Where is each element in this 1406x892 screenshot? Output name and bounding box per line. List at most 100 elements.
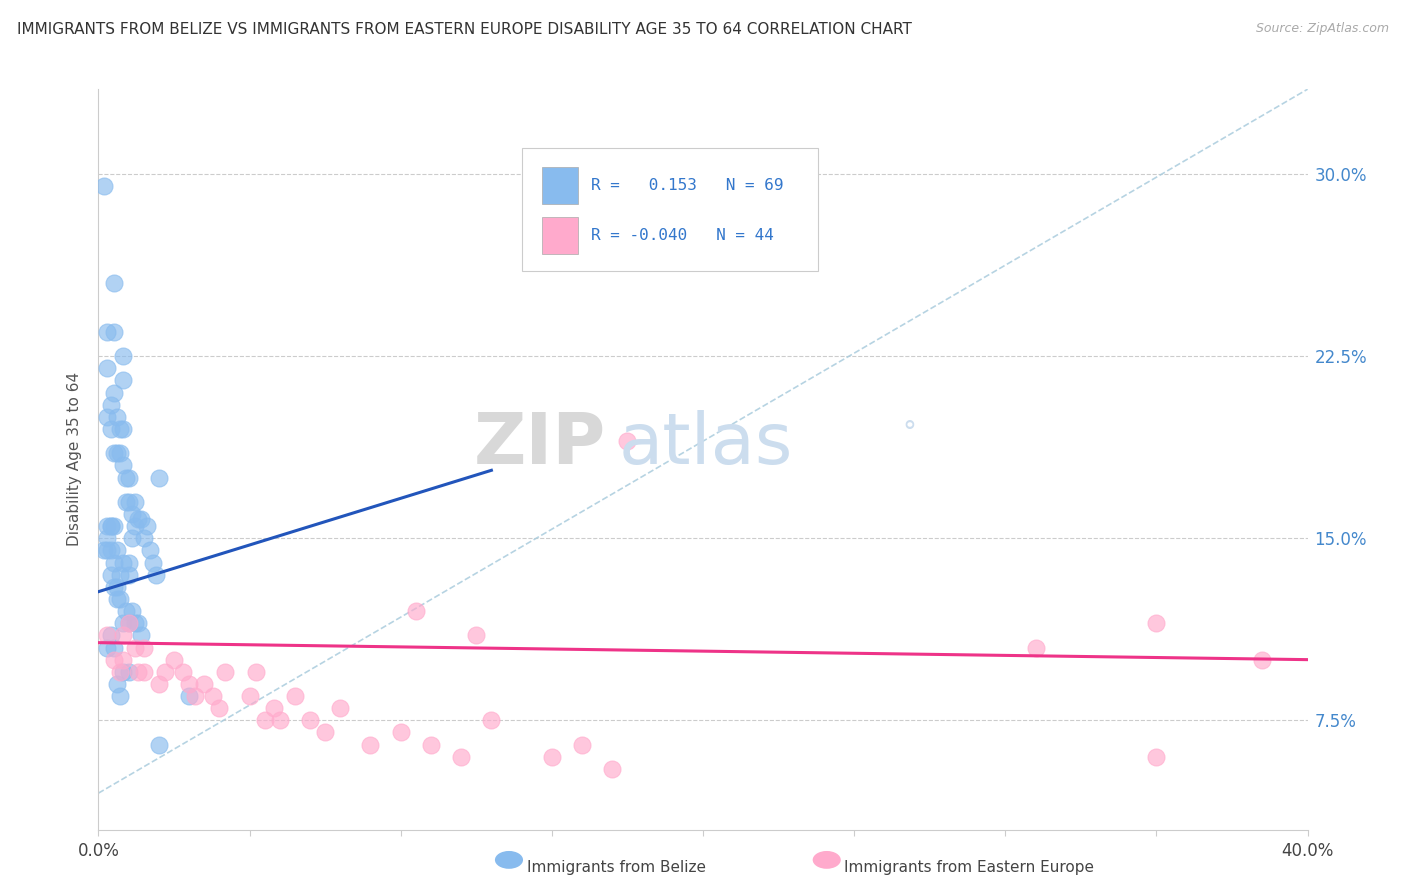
Point — [111, 349, 134, 363]
Point — [571, 738, 593, 752]
Point — [100, 543, 122, 558]
Point — [1251, 653, 1274, 667]
Point — [100, 398, 122, 412]
Point — [105, 543, 128, 558]
Point — [124, 519, 146, 533]
Text: atlas: atlas — [619, 410, 793, 479]
Point — [239, 689, 262, 703]
Point — [420, 738, 443, 752]
Point — [96, 361, 118, 376]
Point — [103, 640, 125, 655]
Point — [121, 507, 143, 521]
Point — [1144, 616, 1167, 631]
Point — [145, 567, 167, 582]
Point — [118, 616, 141, 631]
Point — [465, 628, 488, 642]
Point — [284, 689, 307, 703]
Point — [96, 628, 118, 642]
Point — [103, 325, 125, 339]
Point — [163, 653, 186, 667]
Point — [263, 701, 285, 715]
Point — [148, 470, 170, 484]
Point — [299, 714, 322, 728]
Point — [118, 665, 141, 679]
Point — [111, 665, 134, 679]
Point — [389, 725, 412, 739]
Text: ZIP: ZIP — [474, 410, 606, 479]
Point — [450, 749, 472, 764]
Point — [93, 179, 115, 194]
Bar — [543, 167, 578, 204]
Point — [179, 677, 201, 691]
Text: Immigrants from Belize: Immigrants from Belize — [527, 860, 706, 874]
Point — [103, 385, 125, 400]
Point — [132, 531, 155, 545]
Point — [184, 689, 207, 703]
Point — [193, 677, 215, 691]
Point — [118, 495, 141, 509]
Point — [103, 277, 125, 291]
Point — [105, 409, 128, 424]
Point — [96, 519, 118, 533]
Point — [129, 512, 152, 526]
Point — [100, 567, 122, 582]
Point — [108, 689, 131, 703]
Point — [103, 653, 125, 667]
Point — [103, 446, 125, 460]
Point — [142, 556, 165, 570]
Point — [269, 714, 291, 728]
Point — [93, 543, 115, 558]
Point — [96, 531, 118, 545]
Point — [132, 640, 155, 655]
FancyBboxPatch shape — [522, 148, 818, 270]
Text: °: ° — [903, 419, 917, 448]
Point — [616, 434, 638, 449]
Bar — [543, 217, 578, 253]
Point — [124, 616, 146, 631]
Point — [111, 653, 134, 667]
Point — [100, 628, 122, 642]
Point — [114, 495, 136, 509]
Point — [105, 677, 128, 691]
Text: IMMIGRANTS FROM BELIZE VS IMMIGRANTS FROM EASTERN EUROPE DISABILITY AGE 35 TO 64: IMMIGRANTS FROM BELIZE VS IMMIGRANTS FRO… — [17, 22, 911, 37]
Point — [114, 604, 136, 618]
Point — [100, 422, 122, 436]
Point — [105, 580, 128, 594]
Point — [127, 616, 149, 631]
Point — [103, 519, 125, 533]
Point — [108, 422, 131, 436]
Point — [253, 714, 276, 728]
Point — [118, 556, 141, 570]
Point — [96, 640, 118, 655]
Point — [111, 458, 134, 473]
Point — [129, 628, 152, 642]
Point — [100, 519, 122, 533]
Point — [202, 689, 225, 703]
Point — [96, 543, 118, 558]
Point — [179, 689, 201, 703]
Point — [111, 556, 134, 570]
Point — [103, 580, 125, 594]
Point — [172, 665, 194, 679]
Point — [111, 422, 134, 436]
Point — [108, 567, 131, 582]
Point — [148, 677, 170, 691]
Point — [96, 409, 118, 424]
Text: R = -0.040   N = 44: R = -0.040 N = 44 — [591, 227, 773, 243]
Point — [127, 665, 149, 679]
Point — [121, 531, 143, 545]
Point — [360, 738, 382, 752]
Point — [108, 446, 131, 460]
Point — [1024, 640, 1046, 655]
Point — [132, 665, 155, 679]
Point — [114, 470, 136, 484]
Point — [103, 556, 125, 570]
Text: Immigrants from Eastern Europe: Immigrants from Eastern Europe — [844, 860, 1094, 874]
Point — [96, 325, 118, 339]
Point — [108, 591, 131, 606]
Point — [111, 616, 134, 631]
Point — [118, 616, 141, 631]
Point — [405, 604, 427, 618]
Point — [118, 567, 141, 582]
Point — [139, 543, 162, 558]
